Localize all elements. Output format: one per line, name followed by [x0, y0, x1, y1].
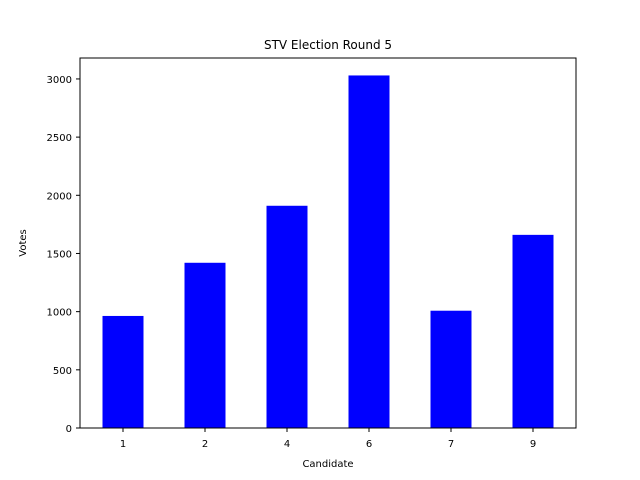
- y-tick-label: 2000: [47, 191, 72, 202]
- y-axis-label: Votes: [18, 229, 29, 256]
- y-tick-label: 2500: [47, 133, 72, 144]
- chart-title: STV Election Round 5: [264, 38, 392, 52]
- y-tick-label: 3000: [47, 75, 72, 86]
- bar-candidate-2: [184, 262, 226, 428]
- x-axis-label: Candidate: [302, 459, 353, 470]
- y-axis: 0 500 1000 1500 2000 2500 3000: [47, 75, 80, 435]
- bar-candidate-1: [102, 315, 144, 428]
- plot-frame: [79, 57, 577, 429]
- x-tick-label: 6: [366, 439, 372, 450]
- bar-candidate-6: [348, 75, 390, 429]
- bar-candidate-7: [430, 310, 472, 428]
- x-tick-label: 1: [120, 439, 126, 450]
- bar-candidate-4: [266, 205, 308, 428]
- x-tick-label: 2: [202, 439, 208, 450]
- x-axis: 1 2 4 6 7 9: [120, 428, 536, 450]
- y-tick-label: 500: [53, 366, 72, 377]
- plot-area: [80, 58, 576, 428]
- x-tick-label: 9: [530, 439, 536, 450]
- bar-candidate-9: [512, 234, 554, 428]
- y-tick-label: 1500: [47, 249, 72, 260]
- y-tick-label: 0: [66, 424, 72, 435]
- bars-group: [102, 75, 554, 429]
- x-tick-label: 4: [284, 439, 290, 450]
- y-tick-label: 1000: [47, 308, 72, 319]
- x-tick-label: 7: [448, 439, 454, 450]
